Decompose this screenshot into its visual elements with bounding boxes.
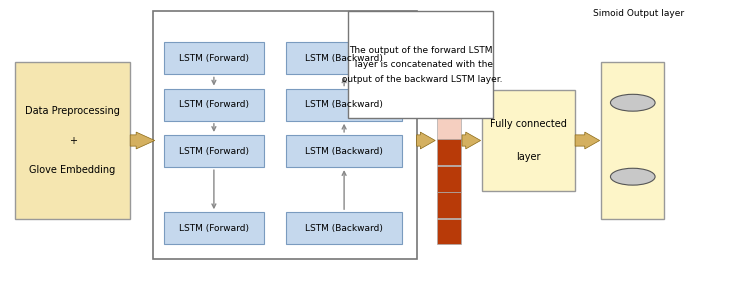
- FancyBboxPatch shape: [437, 219, 461, 244]
- Text: LSTM (Backward): LSTM (Backward): [305, 224, 383, 233]
- Text: LSTM (Forward): LSTM (Forward): [179, 54, 249, 63]
- FancyBboxPatch shape: [437, 115, 461, 140]
- Text: LSTM (Backward): LSTM (Backward): [305, 100, 383, 109]
- FancyBboxPatch shape: [437, 62, 461, 88]
- Text: Fully connected

layer: Fully connected layer: [490, 119, 567, 162]
- Circle shape: [611, 94, 655, 111]
- FancyBboxPatch shape: [601, 62, 664, 219]
- FancyArrow shape: [462, 132, 481, 149]
- Text: LSTM (Forward): LSTM (Forward): [179, 224, 249, 233]
- FancyBboxPatch shape: [437, 35, 461, 61]
- FancyBboxPatch shape: [286, 135, 402, 167]
- FancyBboxPatch shape: [482, 90, 575, 191]
- FancyBboxPatch shape: [15, 62, 130, 219]
- Text: LSTM (Forward): LSTM (Forward): [179, 100, 249, 109]
- FancyBboxPatch shape: [164, 135, 264, 167]
- FancyBboxPatch shape: [437, 192, 461, 218]
- FancyBboxPatch shape: [437, 139, 461, 165]
- FancyBboxPatch shape: [286, 89, 402, 121]
- FancyBboxPatch shape: [437, 88, 461, 114]
- Text: The output of the forward LSTM
  layer is concatenated with the
 output of the b: The output of the forward LSTM layer is …: [339, 46, 502, 84]
- FancyBboxPatch shape: [164, 89, 264, 121]
- Text: Simoid Output layer: Simoid Output layer: [593, 9, 684, 18]
- FancyBboxPatch shape: [348, 11, 493, 118]
- Text: LSTM (Forward): LSTM (Forward): [179, 146, 249, 156]
- FancyBboxPatch shape: [164, 42, 264, 74]
- FancyArrow shape: [575, 132, 600, 149]
- Text: Data Preprocessing

+

Glove Embedding: Data Preprocessing + Glove Embedding: [25, 106, 120, 175]
- Text: LSTM (Backward): LSTM (Backward): [305, 146, 383, 156]
- FancyBboxPatch shape: [437, 166, 461, 192]
- Circle shape: [611, 168, 655, 185]
- Text: LSTM (Backward): LSTM (Backward): [305, 54, 383, 63]
- FancyBboxPatch shape: [286, 42, 402, 74]
- FancyBboxPatch shape: [286, 212, 402, 244]
- FancyArrow shape: [417, 132, 435, 149]
- FancyBboxPatch shape: [164, 212, 264, 244]
- FancyArrow shape: [130, 132, 155, 149]
